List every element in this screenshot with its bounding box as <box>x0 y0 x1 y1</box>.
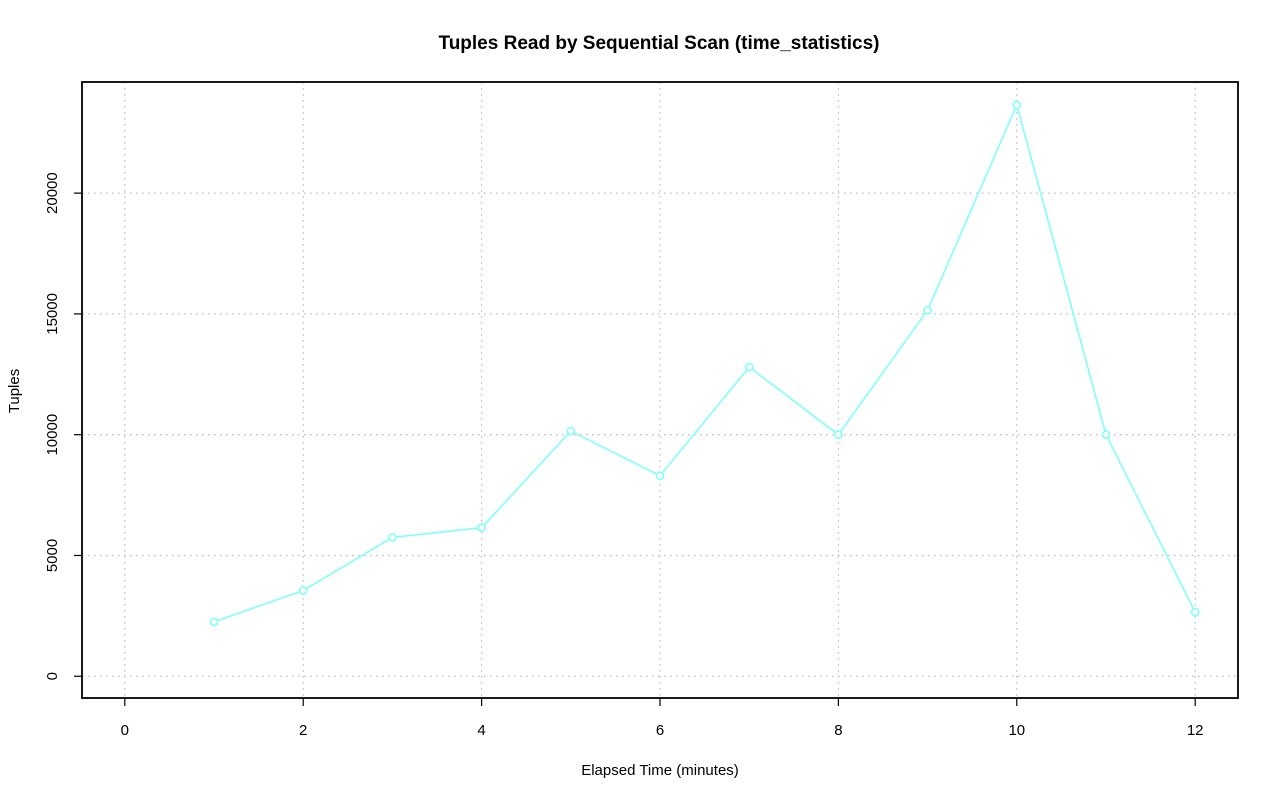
data-point <box>923 305 932 315</box>
x-axis-label: Elapsed Time (minutes) <box>581 762 739 779</box>
x-tick-label: 10 <box>1008 722 1025 739</box>
chart-title: Tuples Read by Sequential Scan (time_sta… <box>439 33 880 54</box>
data-point <box>833 430 843 440</box>
data-point <box>477 523 487 533</box>
data-point <box>1190 607 1200 617</box>
axes: 0 2 4 6 8 10 12 0 5000 10000 15000 20000 <box>44 172 1204 739</box>
data-point <box>655 471 665 481</box>
data-point <box>1012 100 1022 110</box>
y-axis-label: Tuples <box>6 369 23 413</box>
series-line <box>213 102 1196 623</box>
series-layer <box>209 100 1200 627</box>
data-point <box>209 617 219 627</box>
x-tick-label: 4 <box>477 722 485 739</box>
data-point <box>298 586 308 595</box>
data-point <box>566 426 576 436</box>
data-point <box>744 362 754 372</box>
data-point <box>388 532 397 542</box>
x-tick-label: 2 <box>299 722 307 739</box>
grid <box>82 82 1238 698</box>
y-tick-label: 5000 <box>44 539 61 572</box>
y-tick-label: 15000 <box>44 293 61 335</box>
x-tick-label: 12 <box>1187 722 1204 739</box>
plot-frame <box>81 81 1239 699</box>
x-tick-label: 6 <box>656 722 664 739</box>
y-tick-label: 10000 <box>44 414 61 456</box>
data-point <box>1101 430 1111 440</box>
x-tick-label: 8 <box>834 722 842 739</box>
y-tick-label: 20000 <box>44 172 61 214</box>
y-tick-label: 0 <box>44 672 61 680</box>
x-tick-label: 0 <box>121 722 129 739</box>
